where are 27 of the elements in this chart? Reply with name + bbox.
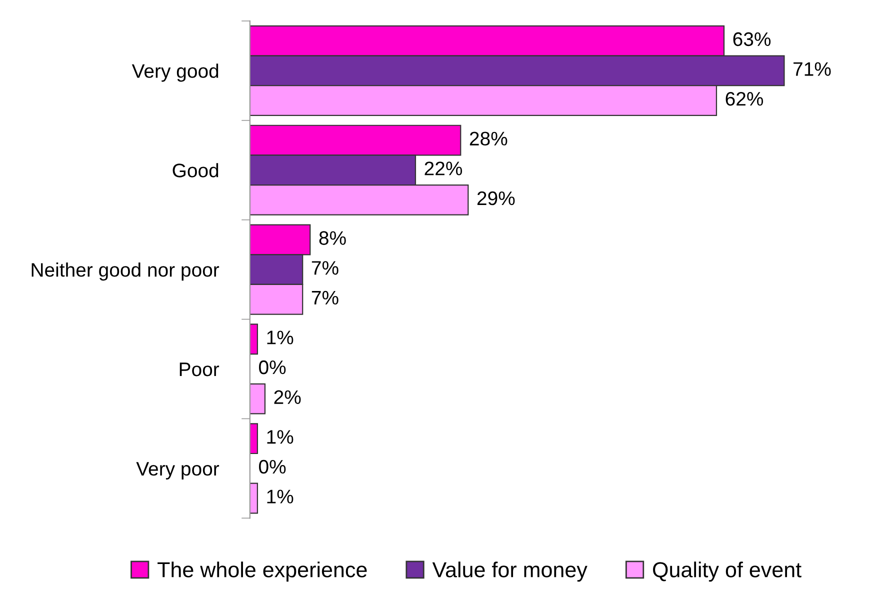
y-tick-label: Poor [180,362,220,376]
y-tick-label: Neither good nor poor [32,262,220,281]
data-label: 63% [733,32,771,46]
data-label: 62% [726,92,764,106]
legend-label: The whole experience [158,562,367,582]
data-label: 28% [470,132,508,146]
data-label: 1% [267,330,294,344]
bar [250,324,258,355]
bar [250,423,258,454]
data-label: 22% [424,162,462,176]
data-label: 1% [267,490,294,504]
legend-label: Value for money [432,562,588,582]
bar [250,482,258,514]
data-label: 71% [794,62,831,76]
bar [250,383,266,414]
data-label: 0% [259,360,286,374]
y-tick-label: Very good [132,64,218,82]
data-label: 7% [312,261,338,275]
data-label: 1% [267,430,294,444]
data-label: 2% [274,390,301,404]
y-tick-label: Good [172,163,218,178]
legend-label: Quality of event [653,562,802,582]
data-label: 8% [319,231,346,245]
data-label: 29% [477,191,515,206]
y-tick-label: Very poor [136,462,220,480]
data-label: 7% [312,290,338,305]
data-label: 0% [259,460,286,474]
